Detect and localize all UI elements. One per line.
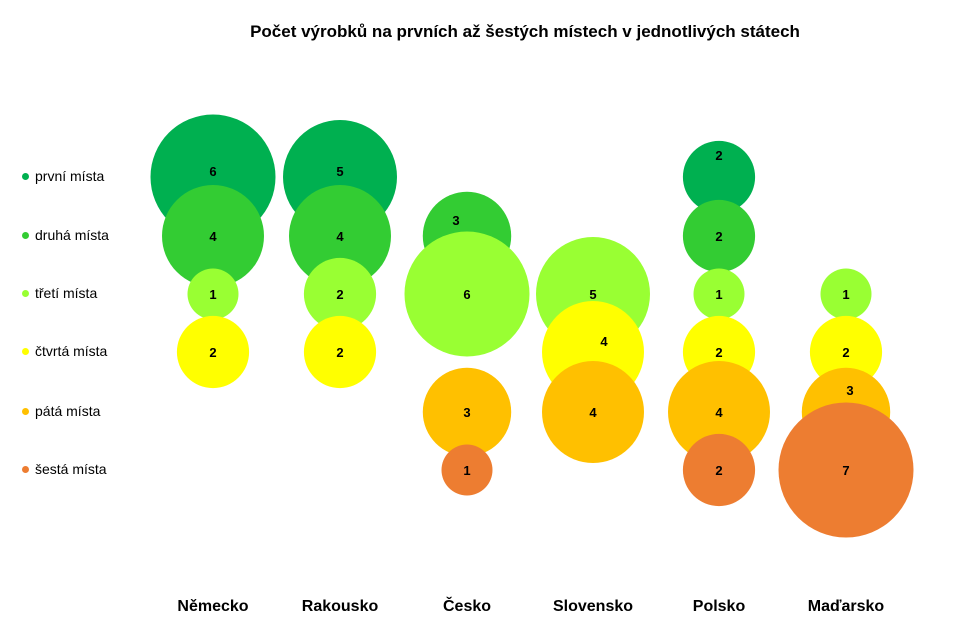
legend-item-druha-mista: druhá místa [22,227,109,243]
bubble-treti-mista-rakousko [303,257,377,331]
data-label: 7 [842,463,849,478]
legend-item-sesta-mista: šestá místa [22,461,107,477]
bubble-ctvrta-mista-rakousko [303,315,377,389]
bubble-druha-mista-polsko [682,199,756,273]
category-label-nemecko: Německo [177,598,248,615]
data-label: 1 [842,287,849,302]
legend-label: pátá místa [35,403,101,419]
bubble-ctvrta-mista-madarsko [809,315,883,389]
chart-title: Počet výrobků na prvních až šestých míst… [250,22,800,41]
data-label: 6 [209,164,216,179]
bubble-druha-mista-rakousko [289,185,391,287]
data-label: 2 [209,345,216,360]
bubble-ctvrta-mista-nemecko [176,315,250,389]
data-label: 3 [846,383,853,398]
category-label-madarsko: Maďarsko [808,598,885,615]
data-label: 4 [600,334,608,349]
data-label: 1 [463,463,470,478]
bubble-pata-mista-cesko [422,367,512,457]
bubble-pata-mista-polsko [668,361,770,463]
category-label-slovensko: Slovensko [553,598,633,615]
legend-label: šestá místa [35,461,107,477]
bubble-sesta-mista-cesko [441,444,493,496]
data-label: 2 [336,345,343,360]
legend-item-pata-mista: pátá místa [22,403,100,419]
data-label: 2 [715,229,722,244]
data-label: 2 [842,345,849,360]
data-label: 4 [336,229,344,244]
bubble-treti-mista-cesko [404,231,530,357]
legend-label: první místa [35,168,105,184]
bubble-sesta-mista-madarsko [778,402,914,538]
bubble-sesta-mista-polsko [682,433,756,507]
data-label: 5 [589,287,596,302]
category-label-polsko: Polsko [693,598,746,615]
legend-marker [22,465,29,473]
legend-label: druhá místa [35,227,109,243]
bubble-druha-mista-nemecko [162,185,264,287]
legend-marker [22,172,29,180]
legend-marker [22,289,29,297]
data-label: 6 [463,287,470,302]
data-label: 1 [209,287,216,302]
data-label: 2 [336,287,343,302]
data-label: 2 [715,148,722,163]
legend-item-ctvrta-mista: čtvrtá místa [22,343,107,359]
bubble-treti-mista-nemecko [187,268,239,320]
data-label: 2 [715,345,722,360]
bubble-treti-mista-madarsko [820,268,872,320]
legend-marker [22,347,29,355]
bubble-pata-mista-slovensko [542,361,644,463]
data-label: 1 [715,287,722,302]
data-label: 3 [452,213,459,228]
category-label-cesko: Česko [443,596,491,615]
bubble-prvni-mista-polsko [682,140,756,214]
data-label: 4 [209,229,217,244]
legend-item-treti-mista: třetí místa [22,285,97,301]
data-label: 2 [715,463,722,478]
data-label: 3 [463,405,470,420]
bubble-treti-mista-polsko [693,268,745,320]
data-label: 4 [715,405,723,420]
legend-marker [22,407,29,415]
legend-item-prvni-mista: první místa [22,168,104,184]
legend-label: čtvrtá místa [35,343,108,359]
data-label: 5 [336,164,343,179]
legend-label: třetí místa [35,285,98,301]
category-label-rakousko: Rakousko [302,598,379,615]
legend-marker [22,231,29,239]
data-label: 4 [589,405,597,420]
